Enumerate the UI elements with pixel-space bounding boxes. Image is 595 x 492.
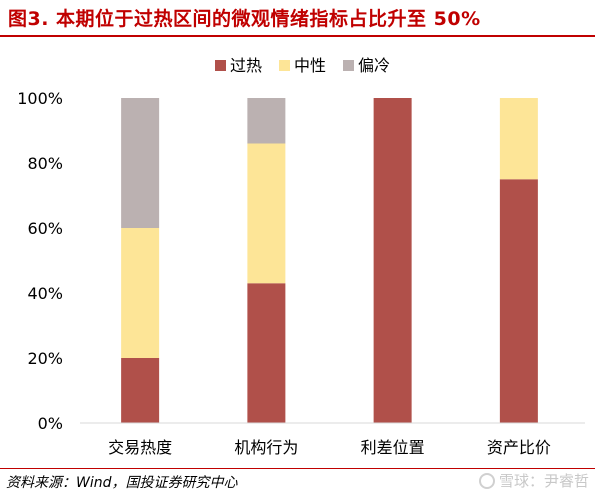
legend-swatch: [215, 60, 226, 71]
x-tick-label: 机构行为: [234, 438, 298, 457]
legend-swatch: [343, 60, 354, 71]
legend: 过热 中性 偏冷: [215, 56, 390, 75]
title-underline: [0, 35, 595, 37]
x-tick-label: 利差位置: [361, 438, 425, 457]
x-tick-label: 交易热度: [108, 438, 172, 457]
x-axis: 交易热度 机构行为 利差位置 资产比价: [80, 422, 585, 457]
y-tick-label: 0%: [38, 414, 63, 433]
bar-segment: [121, 228, 160, 358]
y-axis: 0% 20% 40% 60% 80% 100%: [17, 89, 63, 433]
bar-segment: [499, 98, 538, 180]
bars: [121, 98, 538, 423]
y-tick-label: 100%: [17, 89, 63, 108]
stacked-bar-chart: 过热 中性 偏冷 0% 20% 40% 60% 80% 100% 交易热度 机构行为 利差位置 资产…: [17, 56, 585, 457]
snowball-logo-icon: [478, 472, 495, 489]
bar-segment: [247, 98, 286, 144]
chart-title: 图3. 本期位于过热区间的微观情绪指标占比升至 50%: [8, 8, 481, 30]
bar-segment: [121, 98, 160, 228]
legend-label: 偏冷: [358, 56, 390, 75]
legend-label: 中性: [294, 56, 326, 75]
footer-rule: [0, 468, 595, 469]
y-tick-label: 80%: [27, 154, 63, 173]
bar-segment: [121, 358, 160, 423]
y-tick-label: 60%: [27, 219, 63, 238]
bar-segment: [499, 179, 538, 423]
legend-label: 过热: [230, 56, 262, 75]
x-tick-label: 资产比价: [487, 438, 551, 457]
source-note: 资料来源：Wind，国投证券研究中心: [6, 475, 238, 491]
bar-segment: [373, 98, 412, 423]
watermark-text: 雪球：尹睿哲: [498, 472, 589, 490]
watermark: 雪球：尹睿哲: [478, 470, 589, 491]
bar-segment: [247, 283, 286, 423]
bar-segment: [247, 143, 286, 284]
legend-swatch: [279, 60, 290, 71]
y-tick-label: 20%: [27, 349, 63, 368]
y-tick-label: 40%: [27, 284, 63, 303]
